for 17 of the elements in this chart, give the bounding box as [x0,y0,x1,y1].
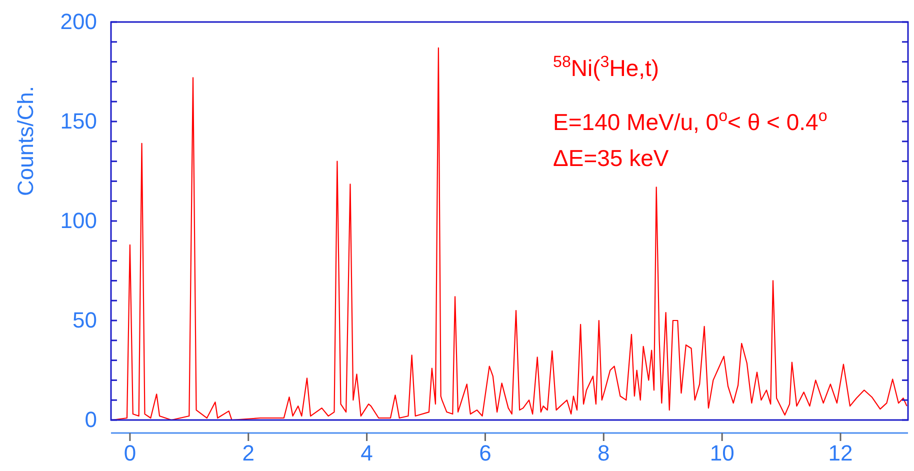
y-axis-title: Counts/Ch. [13,86,38,196]
line-series [112,47,908,421]
y-tick-label: 50 [72,308,97,333]
x-tick-label: 6 [479,440,492,466]
y-tick-label: 150 [60,108,97,134]
x-tick-label: 2 [242,440,254,466]
annotation: ΔE=35 keV [553,145,670,171]
x-tick-label: 4 [360,440,373,466]
annotation: $^{58}$Ni($^{3}$He,t) [553,53,660,81]
y-tick-label: 100 [60,208,97,234]
x-tick-label: 10 [710,440,734,466]
annotation: E=140 MeV/u, 0$^{o}$< θ < 0.4$^{o}$ [553,107,828,135]
x-tick-label: 12 [828,440,853,466]
x-tick-label: 8 [598,440,610,466]
y-tick-label: 200 [60,9,97,34]
x-tick-label: 0 [124,440,136,466]
y-tick-label: 0 [84,407,97,432]
